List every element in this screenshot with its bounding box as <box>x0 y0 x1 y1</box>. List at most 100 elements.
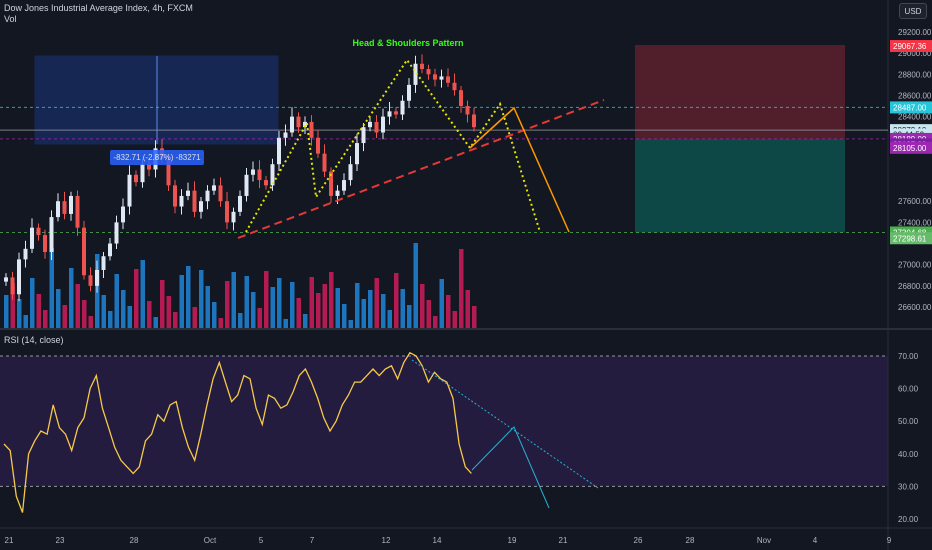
volume-bar <box>342 304 347 328</box>
rsi-tick-label: 50.00 <box>898 417 919 426</box>
time-tick-label: Nov <box>757 536 771 545</box>
candle-body <box>199 201 203 212</box>
measure-tool-label[interactable]: -832.71 (-2.87%) -83271 <box>110 150 204 165</box>
volume-bar <box>465 290 470 328</box>
rsi-trendline <box>411 359 599 489</box>
price-tick-label: 28400.00 <box>898 113 932 122</box>
volume-bar <box>186 266 191 328</box>
candle-body <box>309 121 314 138</box>
volume-bar <box>387 310 392 328</box>
target-zone <box>635 138 845 233</box>
volume-bar <box>335 288 340 328</box>
candle-body <box>140 164 145 183</box>
candle-body <box>36 227 41 236</box>
volume-bar <box>296 298 301 328</box>
price-tick-label: 29200.00 <box>898 28 932 37</box>
candle-body <box>179 195 184 207</box>
candle-body <box>17 259 21 295</box>
time-tick-label: 21 <box>559 536 568 545</box>
price-badge-label: 29067.36 <box>893 42 927 51</box>
candle-body <box>166 158 171 186</box>
volume-bar <box>348 320 353 328</box>
candle-body <box>10 277 15 295</box>
volume-bar <box>368 290 373 328</box>
candle-body <box>23 248 28 260</box>
price-badge-label: 27298.61 <box>893 234 927 243</box>
candle-body <box>30 227 34 249</box>
volume-bar <box>426 300 431 328</box>
time-tick-label: Oct <box>204 536 217 545</box>
candle-body <box>270 164 275 186</box>
candle-body <box>134 174 138 183</box>
volume-bar <box>218 318 223 328</box>
candle-body <box>283 132 288 138</box>
rsi-tick-label: 20.00 <box>898 515 919 524</box>
time-tick-label: 19 <box>508 536 517 545</box>
volume-bar <box>69 268 74 328</box>
volume-bar <box>374 278 379 328</box>
time-tick-label: 23 <box>56 536 65 545</box>
candle-body <box>459 90 463 107</box>
volume-bar <box>420 284 425 328</box>
volume-bar <box>140 260 145 328</box>
candle-body <box>257 169 262 181</box>
volume-bar <box>322 284 327 328</box>
candle-body <box>244 174 249 196</box>
volume-bar <box>251 292 256 328</box>
volume-bar <box>153 317 158 328</box>
candle-body <box>251 169 255 175</box>
candle-body <box>101 256 106 270</box>
candle-body <box>173 185 177 207</box>
volume-bar <box>88 316 93 328</box>
price-badge <box>890 40 932 53</box>
volume-bar <box>355 283 360 328</box>
candle-body <box>218 185 223 202</box>
candle-body <box>465 106 470 115</box>
volume-bar <box>459 249 464 328</box>
volume-bar <box>452 311 457 328</box>
price-tick-label: 27400.00 <box>898 218 932 227</box>
volume-bar <box>4 295 9 328</box>
volume-indicator-label[interactable]: Vol <box>4 14 17 24</box>
volume-bar <box>10 283 15 328</box>
price-tick-label: 26600.00 <box>898 303 932 312</box>
candle-body <box>322 153 327 172</box>
price-tick-label: 26800.00 <box>898 282 932 291</box>
volume-bar <box>147 301 152 328</box>
currency-button[interactable]: USD <box>899 3 927 19</box>
volume-bar <box>101 295 106 328</box>
head-shoulders-outline <box>245 58 541 233</box>
neckline <box>237 99 605 239</box>
candle-body <box>355 143 359 165</box>
symbol-title[interactable]: Dow Jones Industrial Average Index, 4h, … <box>4 3 193 13</box>
candle-body <box>368 121 372 128</box>
candle-body <box>43 235 47 252</box>
candle-body <box>381 116 385 133</box>
volume-bar <box>394 273 399 328</box>
time-tick-label: 28 <box>130 536 139 545</box>
rsi-tick-label: 70.00 <box>898 352 919 361</box>
volume-bar <box>303 314 308 328</box>
volume-bar <box>439 279 444 328</box>
volume-bar <box>75 284 80 328</box>
volume-bar <box>49 248 54 328</box>
volume-bar <box>400 289 405 328</box>
candle-body <box>225 201 229 223</box>
volume-bar <box>212 302 217 328</box>
volume-bar <box>192 307 197 328</box>
price-tick-label: 27000.00 <box>898 261 932 270</box>
candle-body <box>186 190 190 196</box>
price-badge <box>890 101 932 114</box>
rsi-line <box>3 351 472 513</box>
price-badge-label: 28487.00 <box>893 103 927 112</box>
rsi-indicator-label[interactable]: RSI (14, close) <box>4 335 64 345</box>
candle-body <box>374 121 379 133</box>
volume-bar <box>472 306 477 328</box>
candle-body <box>407 84 411 101</box>
volume-bar <box>309 277 314 328</box>
price-tick-label: 28600.00 <box>898 91 932 100</box>
price-tick-label: 28800.00 <box>898 70 932 79</box>
volume-bar <box>361 299 366 328</box>
volume-bar <box>283 319 288 328</box>
